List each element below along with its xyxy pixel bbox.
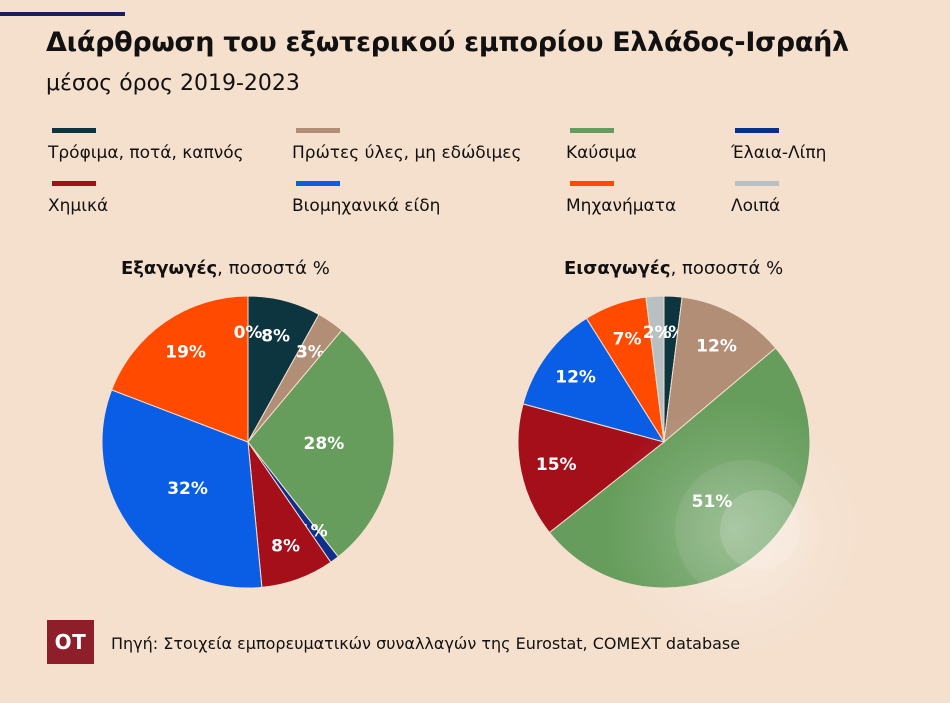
imports-pie-title: Εισαγωγές <box>564 258 671 279</box>
legend-swatch <box>570 128 614 133</box>
legend-item-fuels: Καύσιμα <box>566 128 637 163</box>
exports-pie-title: Εξαγωγές <box>121 258 218 279</box>
legend-label: Μηχανήματα <box>566 196 677 216</box>
pie-slice-chemicals <box>517 403 666 534</box>
legend-swatch <box>296 128 340 133</box>
slice-label-raw: 3% <box>296 342 325 362</box>
imports-pie-heading: Εισαγωγές, ποσοστά % <box>564 258 783 279</box>
imports-pie-subtitle: , ποσοστά % <box>670 258 784 279</box>
slice-label-raw: 12% <box>696 336 737 356</box>
legend-item-manufactured: Βιομηχανικά είδη <box>292 181 440 216</box>
legend-item-chemicals: Χημικά <box>48 181 108 216</box>
pie-slice-fuels <box>247 329 395 558</box>
legend-item-other: Λοιπά <box>731 181 780 216</box>
chart-subtitle: μέσος όρος 2019-2023 <box>46 71 300 96</box>
exports-pie-heading: Εξαγωγές, ποσοστά % <box>121 258 330 279</box>
slice-label-manuf: 12% <box>555 368 596 388</box>
legend-swatch <box>735 181 779 186</box>
slice-label-machinery: 7% <box>613 329 642 349</box>
pie-slice-manuf <box>101 389 263 589</box>
chart-title: Διάρθρωση του εξωτερικού εμπορίου Ελλάδο… <box>46 27 849 58</box>
legend-swatch <box>570 181 614 186</box>
exports-pie: 8%3%28%1%8%32%19%0% <box>101 295 395 589</box>
legend-label: Έλαια-Λίπη <box>731 143 827 163</box>
legend-swatch <box>52 128 96 133</box>
source-note: Πηγή: Στοιχεία εμπορευματικών συναλλαγών… <box>111 634 741 653</box>
slice-label-manuf: 32% <box>167 479 208 499</box>
legend-label: Χημικά <box>48 196 109 216</box>
top-accent-rule <box>0 12 125 16</box>
legend-label: Λοιπά <box>731 196 781 216</box>
slice-label-food: 8% <box>261 327 290 347</box>
slice-label-fuels: 28% <box>304 434 345 454</box>
legend-label: Πρώτες ύλες, μη εδώδιμες <box>292 143 522 163</box>
ot-logo: OT <box>47 620 94 664</box>
legend-item-food: Τρόφιμα, ποτά, καπνός <box>48 128 244 163</box>
legend-item-machinery: Μηχανήματα <box>566 181 676 216</box>
pie-slice-raw <box>663 296 777 444</box>
slice-label-chemicals: 15% <box>536 455 577 475</box>
legend-label: Καύσιμα <box>566 143 637 163</box>
legend-label: Βιομηχανικά είδη <box>292 196 441 216</box>
pie-slice-manuf <box>522 317 666 443</box>
slice-label-other: 0% <box>234 323 263 343</box>
legend-item-oils: Έλαια-Λίπη <box>731 128 826 163</box>
slice-label-machinery: 19% <box>165 342 206 362</box>
lens-flare <box>605 400 865 660</box>
legend-swatch <box>52 181 96 186</box>
pie-slice-machinery <box>110 295 249 443</box>
pie-slice-other <box>645 295 665 443</box>
legend-label: Τρόφιμα, ποτά, καπνός <box>48 143 244 163</box>
slice-label-other: 2% <box>643 323 672 343</box>
legend-item-raw-materials: Πρώτες ύλες, μη εδώδιμες <box>292 128 521 163</box>
slice-label-chemicals: 8% <box>271 536 300 556</box>
legend-swatch <box>296 181 340 186</box>
legend-swatch <box>735 128 779 133</box>
exports-pie-subtitle: , ποσοστά % <box>217 258 330 279</box>
